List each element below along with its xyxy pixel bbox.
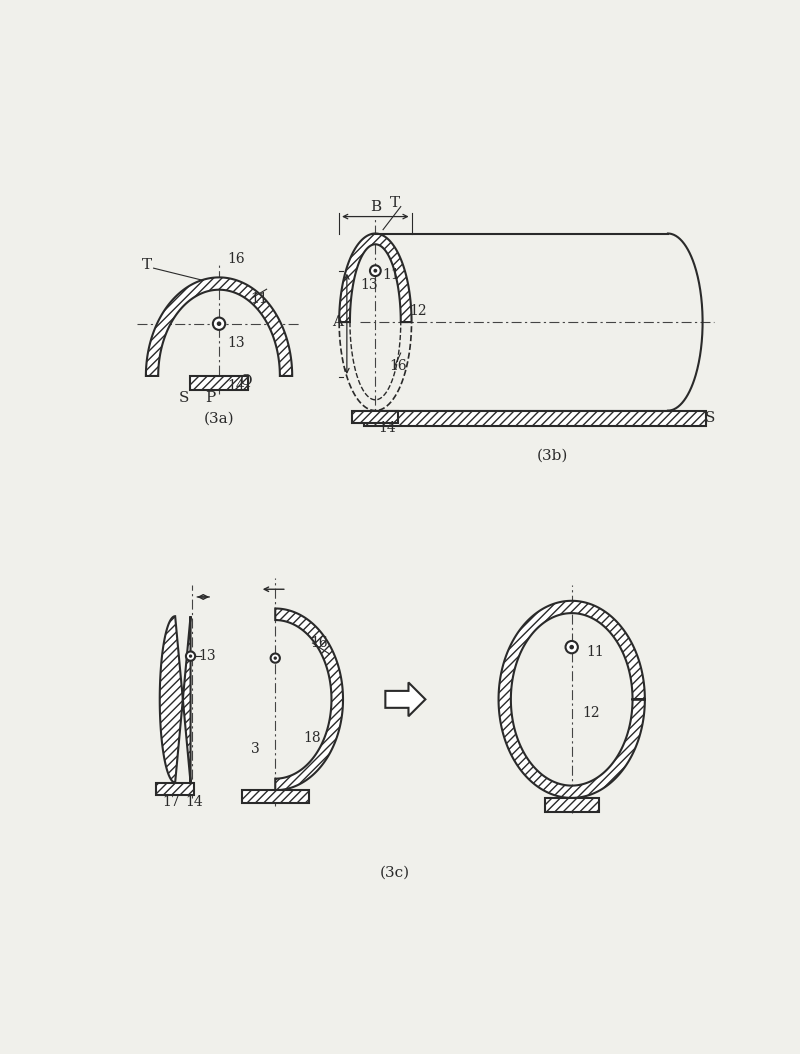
- Text: 16: 16: [227, 252, 245, 266]
- Text: 14: 14: [378, 421, 396, 434]
- Text: T: T: [142, 258, 153, 272]
- Text: 17: 17: [162, 795, 180, 808]
- Bar: [364, 411, 706, 426]
- Polygon shape: [339, 234, 411, 323]
- Text: 18: 18: [304, 730, 322, 744]
- Text: 11: 11: [382, 268, 400, 281]
- Circle shape: [189, 655, 192, 658]
- Circle shape: [566, 641, 578, 653]
- Polygon shape: [386, 682, 426, 717]
- Polygon shape: [498, 601, 645, 798]
- Text: 13: 13: [227, 336, 245, 350]
- Text: 12: 12: [582, 706, 600, 720]
- Circle shape: [374, 269, 378, 273]
- Circle shape: [217, 321, 222, 326]
- Text: T: T: [390, 196, 400, 210]
- Bar: [545, 798, 598, 812]
- Text: (3c): (3c): [379, 865, 410, 880]
- Circle shape: [274, 657, 277, 660]
- Bar: [242, 790, 309, 802]
- Text: 11: 11: [250, 292, 268, 306]
- Bar: [190, 376, 248, 390]
- Bar: [156, 782, 194, 795]
- Text: (3b): (3b): [537, 448, 568, 463]
- Polygon shape: [160, 617, 190, 782]
- Text: S: S: [705, 411, 715, 426]
- Circle shape: [570, 645, 574, 649]
- Text: 13: 13: [360, 277, 378, 292]
- Circle shape: [213, 317, 226, 330]
- Text: 3: 3: [250, 742, 259, 757]
- Polygon shape: [146, 277, 292, 376]
- Circle shape: [270, 653, 280, 663]
- Text: 11: 11: [586, 645, 604, 659]
- Text: 16: 16: [390, 359, 407, 373]
- Polygon shape: [275, 608, 343, 790]
- Text: Q: Q: [238, 373, 251, 388]
- Text: 12: 12: [409, 304, 426, 317]
- Text: B: B: [370, 199, 381, 214]
- Text: P: P: [206, 391, 215, 405]
- Circle shape: [370, 266, 381, 276]
- Circle shape: [186, 651, 195, 661]
- Text: S: S: [179, 391, 190, 405]
- Text: 16: 16: [310, 636, 328, 650]
- Text: 13: 13: [198, 649, 216, 663]
- Text: 14: 14: [186, 795, 203, 808]
- Text: 14: 14: [227, 379, 246, 393]
- Bar: [352, 411, 398, 423]
- Text: A: A: [332, 315, 343, 329]
- Text: (3a): (3a): [204, 412, 234, 426]
